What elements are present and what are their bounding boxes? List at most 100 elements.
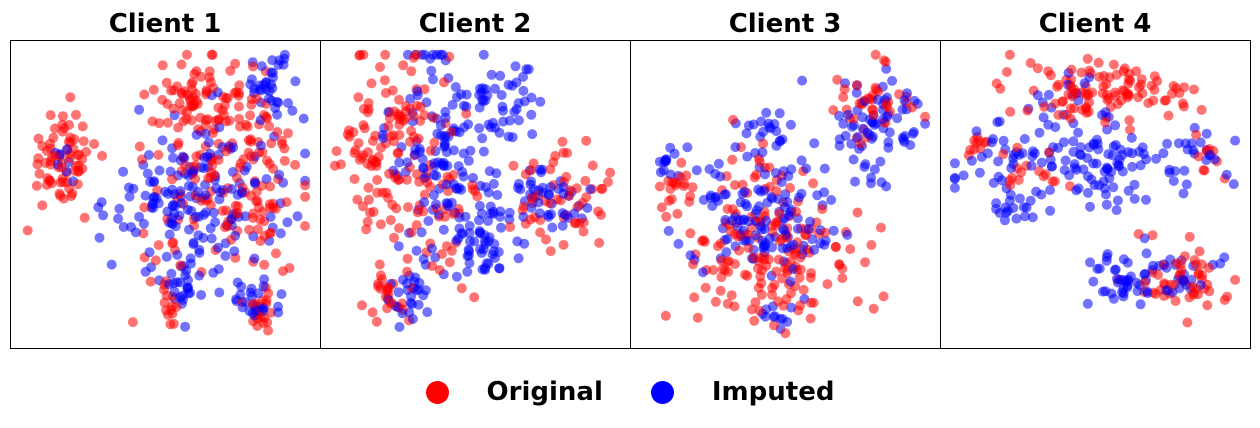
point-original (181, 49, 192, 60)
point-original (1032, 63, 1043, 74)
point-imputed (1053, 142, 1064, 153)
point-imputed (200, 190, 211, 201)
point-imputed (488, 117, 498, 128)
point-imputed (200, 128, 211, 139)
point-imputed (1132, 286, 1143, 297)
point-original (878, 291, 889, 302)
point-imputed (518, 85, 529, 96)
point-imputed (206, 233, 217, 244)
point-original (225, 65, 236, 76)
point-imputed (1102, 164, 1113, 175)
point-imputed (247, 308, 258, 319)
point-imputed (142, 168, 153, 179)
point-imputed (1001, 207, 1012, 218)
point-imputed (850, 176, 860, 187)
panel-client-3: Client 3 (630, 9, 941, 349)
point-imputed (232, 277, 243, 288)
point-original (168, 318, 179, 329)
point-imputed (185, 253, 196, 264)
point-original (419, 110, 430, 121)
point-imputed (114, 203, 125, 214)
point-original (557, 136, 568, 147)
point-imputed (1005, 189, 1016, 200)
point-original (257, 206, 268, 217)
panel-title: Client 4 (1039, 9, 1152, 39)
point-imputed (1059, 165, 1070, 176)
point-original (358, 201, 368, 212)
point-original (722, 298, 733, 309)
point-imputed (884, 127, 895, 138)
point-original (219, 100, 230, 111)
point-original (235, 121, 246, 132)
point-original (773, 254, 784, 265)
point-imputed (300, 148, 311, 159)
point-original (965, 144, 976, 155)
point-original (406, 66, 417, 77)
point-original (661, 211, 672, 222)
point-original (660, 310, 671, 321)
point-imputed (164, 229, 175, 240)
legend-item-original: Original (425, 377, 603, 407)
point-imputed (1118, 254, 1129, 265)
point-imputed (518, 71, 528, 82)
point-imputed (128, 183, 139, 194)
point-imputed (1085, 201, 1095, 212)
legend-item-imputed: Imputed (650, 377, 834, 407)
point-original (157, 60, 168, 71)
point-imputed (276, 289, 287, 300)
point-imputed (852, 132, 863, 142)
point-imputed (1091, 158, 1102, 169)
point-original (238, 154, 249, 165)
point-imputed (720, 189, 731, 200)
point-imputed (698, 194, 709, 205)
point-original (78, 136, 89, 147)
point-imputed (999, 215, 1010, 226)
point-imputed (459, 100, 469, 111)
point-original (769, 279, 780, 290)
point-imputed (848, 154, 859, 165)
point-imputed (682, 142, 693, 153)
point-original (689, 292, 700, 303)
point-original (362, 216, 373, 227)
point-imputed (124, 191, 135, 202)
point-original (272, 127, 283, 137)
point-original (393, 147, 404, 158)
point-imputed (96, 197, 107, 208)
point-original (1057, 96, 1068, 107)
point-imputed (796, 155, 807, 166)
point-imputed (442, 160, 453, 171)
point-imputed (191, 129, 202, 140)
point-original (1100, 117, 1111, 128)
point-imputed (478, 244, 489, 255)
point-imputed (432, 128, 443, 139)
point-original (444, 257, 455, 268)
point-imputed (774, 108, 785, 119)
point-original (822, 279, 833, 290)
point-imputed (427, 49, 438, 60)
point-original (434, 265, 445, 275)
point-imputed (194, 247, 205, 258)
point-original (1179, 251, 1190, 262)
point-imputed (414, 146, 425, 157)
point-imputed (279, 49, 290, 60)
point-original (708, 265, 719, 276)
point-imputed (157, 135, 168, 146)
point-original (414, 176, 425, 187)
point-imputed (986, 137, 997, 148)
point-original (759, 251, 770, 262)
point-original (383, 121, 394, 132)
point-imputed (283, 98, 294, 109)
point-original (868, 110, 879, 121)
point-imputed (1141, 248, 1152, 259)
point-imputed (1027, 212, 1038, 223)
point-original (1182, 317, 1193, 328)
point-imputed (1038, 112, 1049, 123)
point-original (1177, 98, 1188, 109)
point-original (134, 141, 145, 152)
point-imputed (698, 267, 708, 278)
point-imputed (477, 264, 488, 275)
point-original (147, 116, 158, 127)
point-original (656, 202, 667, 213)
point-imputed (1100, 107, 1111, 118)
point-imputed (1204, 150, 1215, 161)
